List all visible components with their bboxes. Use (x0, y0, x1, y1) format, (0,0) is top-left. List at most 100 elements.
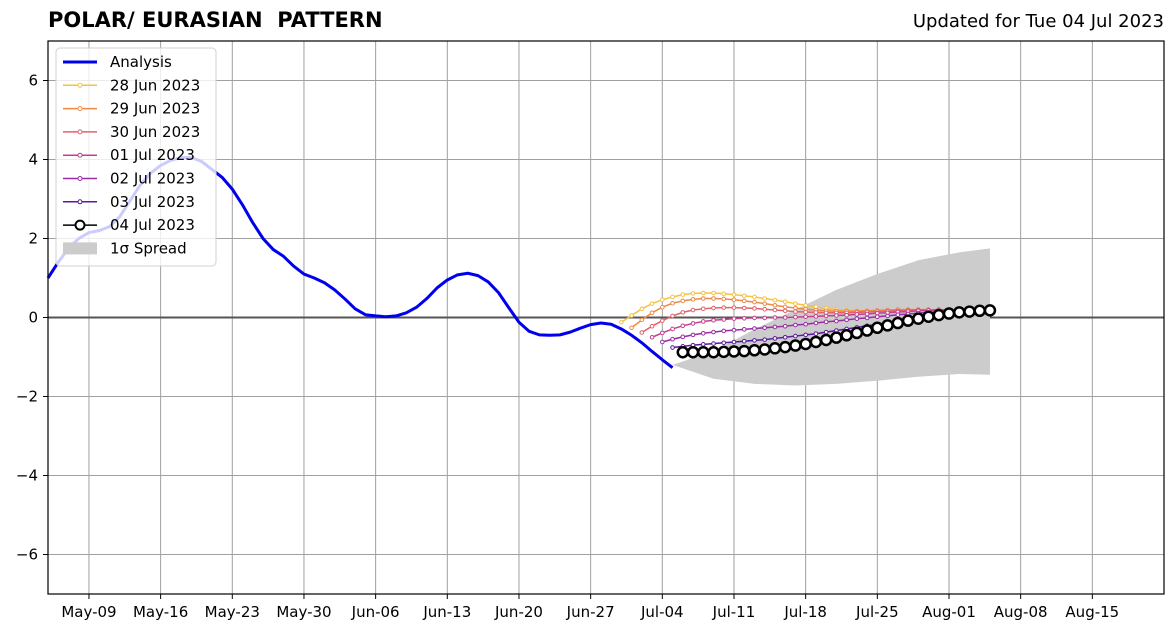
x-tick-label: Jul-11 (712, 603, 756, 621)
series-point (731, 327, 737, 333)
series-point (752, 294, 757, 300)
series-point (762, 306, 767, 312)
y-tick-label: −4 (16, 467, 38, 485)
series-point (772, 297, 778, 303)
chart-subtitle: Updated for Tue 04 Jul 2023 (912, 11, 1164, 32)
series-point (690, 332, 696, 338)
series-point (707, 346, 720, 359)
series-point (752, 299, 757, 305)
series-point (660, 339, 665, 345)
forecast-series (660, 308, 962, 345)
x-tick-label: Jul-04 (640, 603, 684, 621)
series-point (823, 319, 829, 325)
series-point (717, 345, 730, 359)
x-tick-label: Jun-27 (566, 603, 615, 621)
series-point (619, 319, 624, 325)
legend-label: 28 Jun 2023 (110, 76, 200, 94)
series-point (840, 329, 853, 342)
series-point (782, 299, 788, 305)
legend-entry: 02 Jul 2023 (63, 170, 195, 188)
series-point (881, 319, 894, 332)
series-point (649, 301, 655, 306)
legend-entry: 29 Jun 2023 (63, 100, 200, 118)
series-point (711, 329, 716, 335)
y-tick-label: −2 (16, 388, 38, 406)
legend-entry: Analysis (63, 53, 172, 71)
legend-marker (77, 152, 83, 158)
series-point (741, 298, 747, 304)
x-tick-label: May-30 (276, 603, 331, 621)
series-point (823, 329, 829, 335)
series-point (854, 312, 860, 317)
series-point (629, 313, 634, 318)
legend-label: 1σ Spread (110, 239, 187, 257)
series-point (850, 326, 864, 340)
series-point (721, 291, 727, 297)
series-point (860, 324, 874, 337)
series-point (772, 324, 778, 330)
series-point (922, 310, 935, 323)
series-point (963, 305, 976, 318)
series-point (803, 321, 808, 327)
series-point (778, 340, 792, 354)
series-point (686, 346, 700, 359)
series-point (660, 304, 665, 310)
y-tick-label: 0 (28, 309, 38, 327)
series-point (711, 305, 716, 311)
x-tick-label: May-09 (61, 603, 116, 621)
legend-box (55, 47, 217, 267)
series-point (741, 338, 747, 344)
series-point (660, 330, 665, 336)
series-point (844, 312, 849, 318)
series-point (803, 332, 808, 338)
series-point (690, 321, 696, 326)
series-point (864, 311, 870, 317)
series-point (649, 310, 655, 316)
legend-marker (77, 106, 83, 112)
series-point (660, 318, 665, 323)
y-tick-label: 4 (28, 151, 38, 169)
series-point (731, 292, 737, 297)
series-point (731, 316, 737, 321)
series-point (676, 346, 690, 359)
series-point (737, 344, 751, 358)
series-point (680, 334, 686, 340)
series-point (772, 302, 778, 308)
legend-marker (74, 219, 86, 231)
series-point (813, 331, 819, 336)
legend-marker (77, 176, 83, 181)
series-point (727, 345, 741, 358)
series-point (813, 310, 819, 315)
forecast-series-group (619, 290, 997, 359)
series-point (762, 325, 767, 331)
x-tick-label: Aug-08 (994, 603, 1048, 621)
series-point (700, 342, 706, 347)
legend-label: 03 Jul 2023 (110, 193, 195, 211)
legend-label: 04 Jul 2023 (110, 216, 195, 234)
series-point (752, 326, 757, 331)
series-point (983, 304, 997, 317)
series-point (741, 293, 747, 299)
series-point (690, 297, 696, 302)
series-point (690, 307, 696, 313)
series-point (762, 315, 767, 321)
series-point (721, 305, 727, 310)
series-point (629, 325, 634, 331)
series-point (690, 291, 696, 296)
series-point (639, 306, 645, 312)
series-point (819, 333, 833, 347)
series-point (649, 323, 655, 329)
legend-entry: 28 Jun 2023 (63, 76, 200, 94)
series-point (670, 300, 675, 306)
series-point (809, 335, 823, 349)
legend-entry: 03 Jul 2023 (63, 193, 195, 211)
series-point (793, 314, 798, 320)
series-point (793, 309, 798, 314)
series-point (901, 314, 915, 327)
series-point (711, 341, 716, 346)
series-point (731, 297, 737, 303)
series-point (768, 342, 782, 355)
legend-label: 30 Jun 2023 (110, 123, 200, 141)
series-point (697, 346, 710, 359)
